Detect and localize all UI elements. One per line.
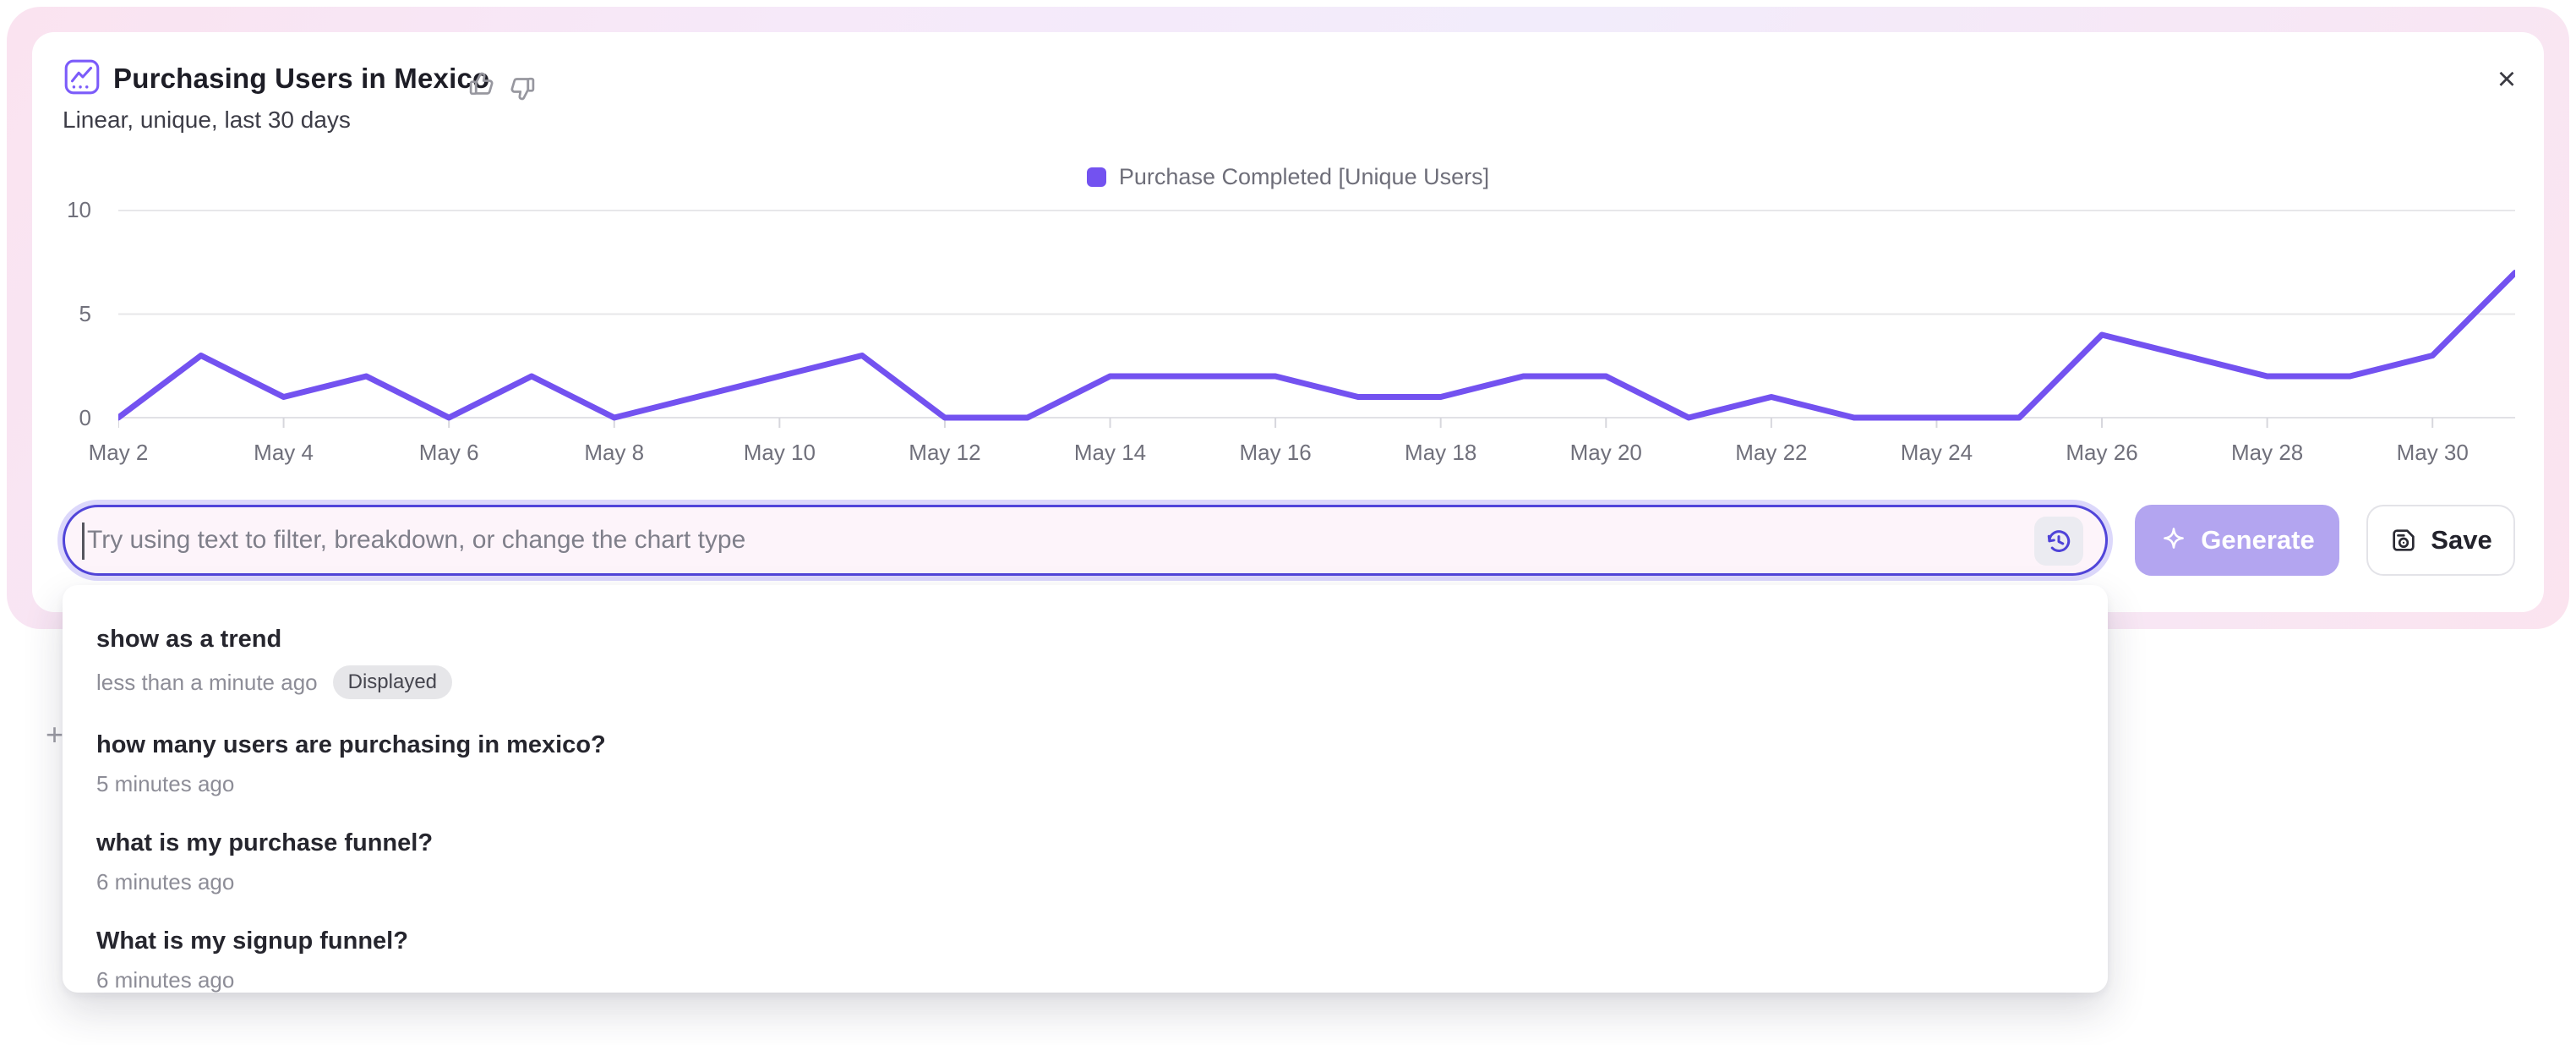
x-tick-label: May 8 (584, 440, 645, 465)
line-chart-plot (118, 194, 2515, 436)
text-caret (82, 522, 85, 560)
line-chart-icon (63, 57, 101, 96)
x-tick-label: May 26 (2066, 440, 2138, 465)
history-item-time: less than a minute ago (96, 669, 318, 695)
thumbs-up-icon[interactable] (467, 69, 497, 100)
save-button-label: Save (2431, 525, 2492, 555)
x-tick-label: May 30 (2396, 440, 2469, 465)
history-item-time: 6 minutes ago (96, 869, 235, 895)
generate-button[interactable]: Generate (2135, 505, 2339, 576)
x-tick-label: May 12 (909, 440, 981, 465)
close-icon[interactable]: × (2497, 61, 2517, 97)
history-item-time: 5 minutes ago (96, 771, 235, 796)
legend-swatch (1086, 167, 1106, 187)
x-tick-label: May 16 (1239, 440, 1312, 465)
thumbs-down-icon[interactable] (507, 73, 538, 103)
x-tick-label: May 20 (1569, 440, 1642, 465)
history-item[interactable]: what is my purchase funnel? 6 minutes ag… (63, 814, 2108, 912)
history-item-title: what is my purchase funnel? (96, 829, 434, 856)
history-item-title: show as a trend (96, 626, 282, 653)
plus-glyph: + (46, 717, 64, 752)
y-tick-5: 5 (79, 301, 91, 326)
generate-button-label: Generate (2201, 525, 2315, 555)
displayed-badge: Displayed (332, 665, 453, 699)
x-tick-label: May 22 (1735, 440, 1808, 465)
history-item-title: how many users are purchasing in mexico? (96, 731, 606, 758)
page-title: Purchasing Users in Mexico (113, 63, 490, 94)
history-item[interactable]: how many users are purchasing in mexico?… (63, 716, 2108, 814)
history-dropdown: show as a trend less than a minute ago D… (63, 585, 2108, 993)
save-button[interactable]: Save (2366, 505, 2515, 576)
x-tick-label: May 2 (88, 440, 149, 465)
history-item-title: What is my signup funnel? (96, 927, 408, 955)
ai-text-input[interactable] (87, 510, 2031, 571)
legend-label: Purchase Completed [Unique Users] (1118, 164, 1490, 189)
history-icon[interactable] (2034, 517, 2083, 566)
history-item[interactable]: show as a trend less than a minute ago D… (63, 610, 2108, 716)
y-tick-0: 0 (79, 405, 91, 430)
history-item-time: 6 minutes ago (96, 967, 235, 993)
x-axis-labels: May 2 May 4 May 6 May 8 May 10 May 12 May 14 Ma… (89, 440, 2515, 468)
history-item[interactable]: What is my signup funnel? 6 minutes ago (63, 912, 2108, 993)
x-tick-label: May 24 (1900, 440, 1973, 465)
x-tick-label: May 6 (418, 440, 479, 465)
chart-legend[interactable]: Purchase Completed [Unique Users] (32, 164, 2544, 190)
chart-subtitle: Linear, unique, last 30 days (63, 107, 351, 133)
x-tick-label: May 18 (1405, 440, 1477, 465)
sparkle-icon (2164, 528, 2185, 549)
x-tick-label: May 28 (2230, 440, 2304, 465)
ai-text-input-wrapper (63, 505, 2108, 576)
x-tick-label: May 10 (743, 440, 816, 465)
x-tick-label: May 4 (254, 440, 314, 465)
save-disk-icon (2393, 529, 2415, 551)
y-tick-10: 10 (67, 197, 91, 222)
x-tick-label: May 14 (1073, 440, 1147, 465)
